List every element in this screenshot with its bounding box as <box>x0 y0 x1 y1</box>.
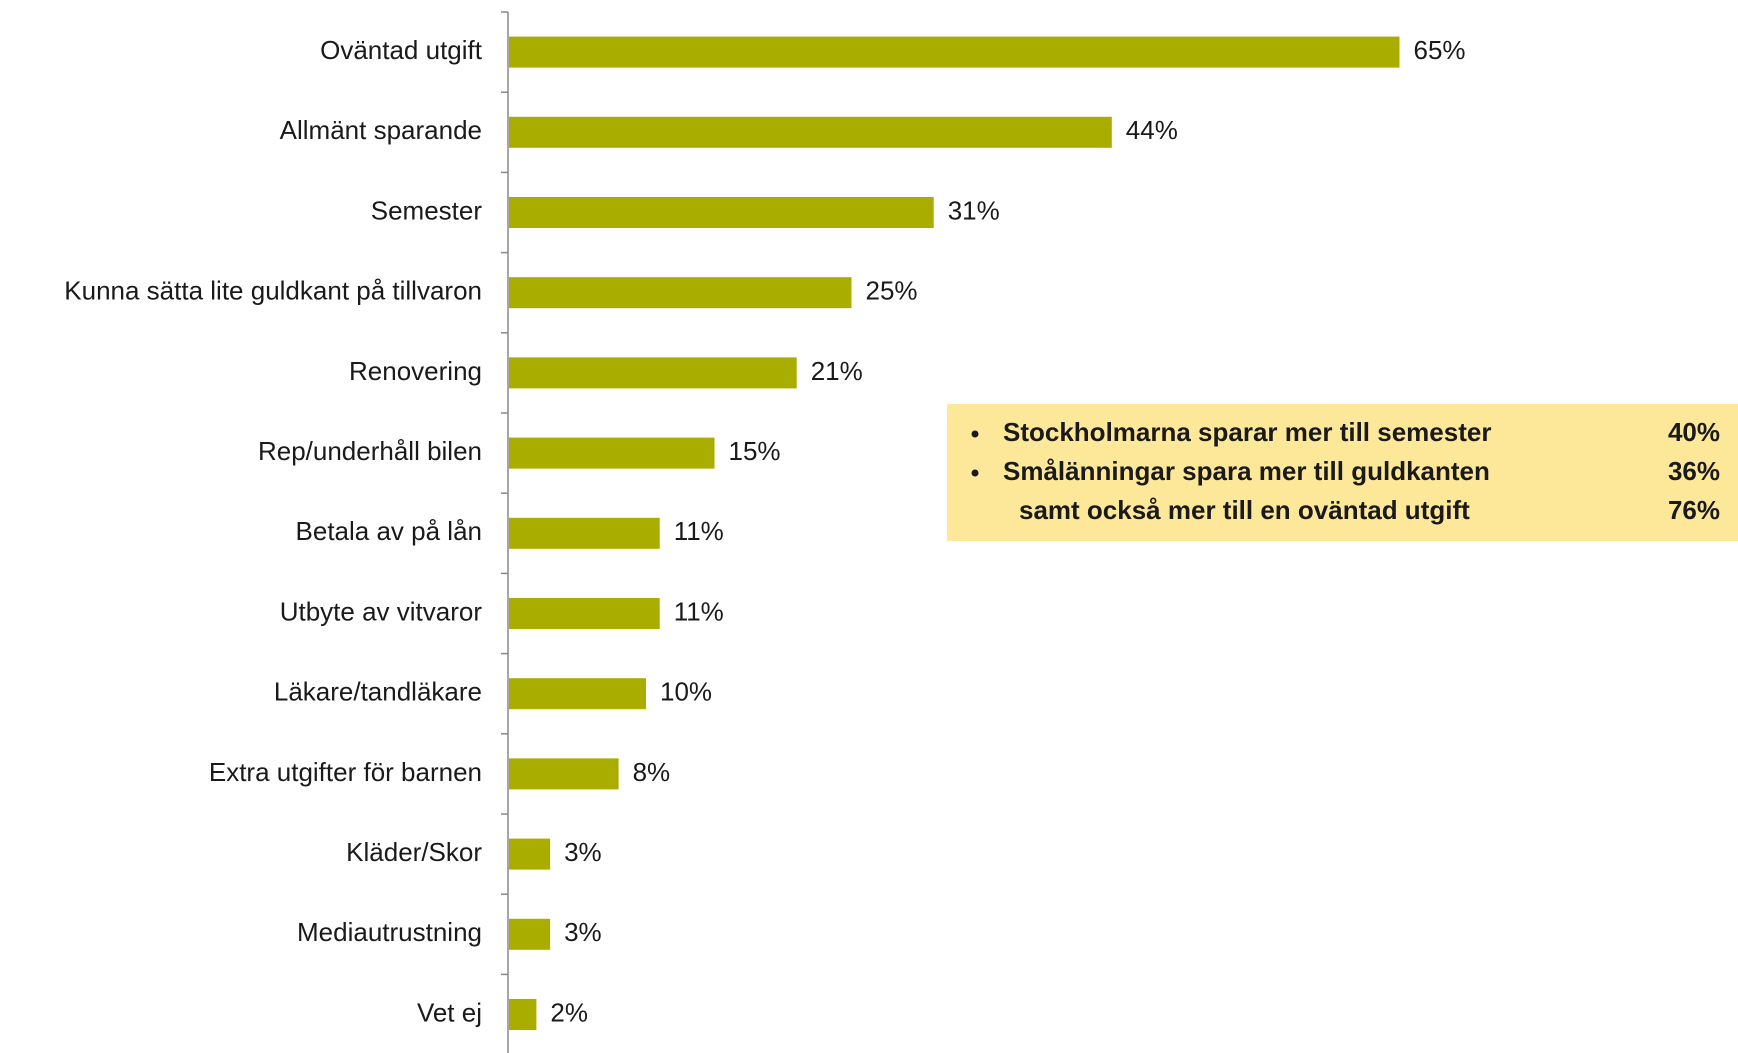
category-label: Renovering <box>349 356 482 386</box>
category-label: Läkare/tandläkare <box>274 677 482 707</box>
bar <box>509 116 1112 148</box>
annotation-box: Stockholmarna sparar mer till semester 40… <box>947 404 1738 541</box>
bar <box>509 197 934 228</box>
category-label: Betala av på lån <box>296 516 482 546</box>
category-label: Rep/underhåll bilen <box>258 436 482 466</box>
bullet <box>971 469 979 477</box>
category-label: Oväntad utgift <box>320 35 483 65</box>
category-label: Utbyte av vitvaror <box>280 596 483 626</box>
value-label: 3% <box>564 837 602 867</box>
value-label: 11% <box>674 596 724 626</box>
bar <box>509 918 551 950</box>
category-label: Kunna sätta lite guldkant på tillvaron <box>64 276 482 306</box>
value-label: 2% <box>550 997 588 1027</box>
category-label: Semester <box>371 195 483 225</box>
bar <box>509 357 797 389</box>
value-label: 31% <box>948 195 1000 225</box>
category-label: Allmänt sparande <box>280 115 482 145</box>
annotation-value: 40% <box>1668 417 1720 447</box>
value-label: 65% <box>1414 35 1466 65</box>
bar <box>509 517 660 549</box>
annotation-text: Stockholmarna sparar mer till semester <box>1003 417 1491 447</box>
annotation-text: samt också mer till en oväntad utgift <box>1019 495 1470 525</box>
category-label: Mediautrustning <box>297 917 482 947</box>
category-label: Kläder/Skor <box>346 837 482 867</box>
value-label: 25% <box>866 276 918 306</box>
bar <box>509 36 1400 68</box>
category-label: Vet ej <box>417 997 482 1027</box>
bar <box>509 678 646 710</box>
value-label: 15% <box>729 436 781 466</box>
value-label: 44% <box>1126 115 1178 145</box>
value-label: 21% <box>811 356 863 386</box>
value-label: 8% <box>633 757 671 787</box>
annotation-value: 76% <box>1668 495 1720 525</box>
annotation-value: 36% <box>1668 456 1720 486</box>
category-label: Extra utgifter för barnen <box>209 757 482 787</box>
value-label: 11% <box>674 516 724 546</box>
bar <box>509 598 660 629</box>
annotation-text: Smålänningar spara mer till guldkanten <box>1003 456 1490 486</box>
bullet <box>971 430 979 438</box>
bar <box>509 437 715 469</box>
annotation-background <box>947 404 1738 541</box>
bar <box>509 758 619 790</box>
bar <box>509 838 551 870</box>
value-label: 10% <box>660 677 712 707</box>
value-label: 3% <box>564 917 602 947</box>
bar <box>509 999 537 1030</box>
bar <box>509 277 852 309</box>
